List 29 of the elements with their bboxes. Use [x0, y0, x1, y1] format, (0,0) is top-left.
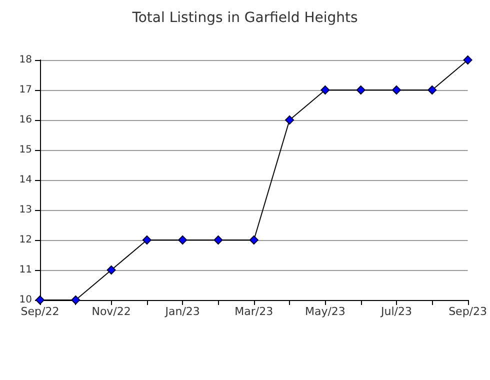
point [285, 116, 294, 124]
point [71, 296, 80, 304]
x-tick-label: Jan/23 [164, 305, 200, 318]
point [249, 236, 258, 244]
y-tick-label: 18 [19, 54, 32, 66]
x-tick-label: Jul/23 [380, 305, 412, 318]
point [142, 236, 152, 244]
point [392, 86, 401, 94]
x-tick-label: May/23 [304, 305, 346, 318]
point [178, 236, 188, 244]
y-tick-label: 13 [19, 204, 32, 216]
point [428, 86, 437, 94]
y-tick-label: 15 [19, 144, 32, 156]
x-tick-label: Sep/22 [20, 305, 60, 318]
y-tick-label: 16 [19, 114, 32, 126]
y-tick-label: 10 [19, 294, 32, 306]
chart-title: Total Listings in Garfield Heights [131, 10, 358, 26]
x-tick-label: Mar/23 [234, 305, 274, 318]
y-tick-label: 11 [19, 264, 32, 276]
point [106, 266, 116, 274]
y-tick-label: 14 [19, 174, 32, 186]
point [320, 86, 330, 94]
x-tick-label: Sep/23 [448, 305, 487, 318]
point [356, 86, 366, 94]
y-tick-label: 17 [19, 84, 32, 96]
x-tick-label: Nov/22 [92, 305, 131, 318]
y-tick-label: 12 [19, 234, 32, 246]
point [214, 236, 223, 244]
point [463, 56, 472, 64]
